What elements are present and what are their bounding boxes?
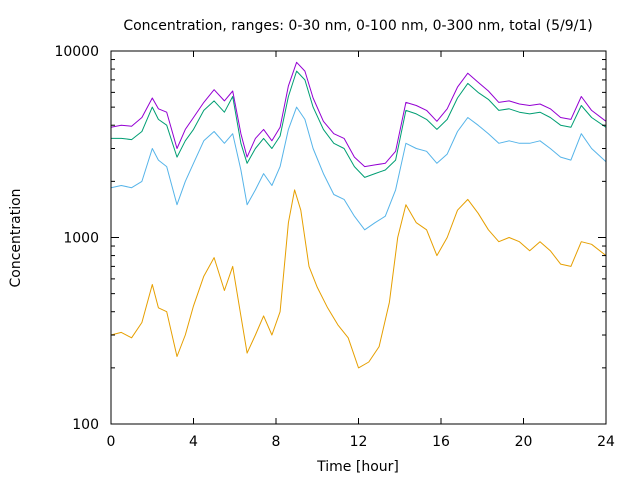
x-tick-label: 16 <box>432 434 450 450</box>
plot-frame <box>110 50 607 425</box>
x-tick-label: 0 <box>107 434 116 450</box>
series-line-1 <box>110 189 607 369</box>
series-line-2 <box>110 106 607 231</box>
series-line-3 <box>111 70 607 178</box>
y-tick-label: 100 <box>72 417 99 433</box>
x-tick-label: 20 <box>515 434 533 450</box>
x-axis-label: Time [hour] <box>316 459 399 475</box>
chart-title: Concentration, ranges: 0-30 nm, 0-100 nm… <box>123 18 592 34</box>
tick-layer: 0 4 8 12 16 20 24 100 1000 10000 <box>54 44 615 450</box>
series-layer <box>110 61 607 369</box>
y-tick-label: 1000 <box>63 231 99 247</box>
x-tick-label: 24 <box>597 434 615 450</box>
y-tick-label: 10000 <box>54 44 99 60</box>
y-axis-label: Concentration <box>8 188 24 287</box>
series-line-4 <box>110 61 607 168</box>
x-tick-label: 4 <box>189 434 198 450</box>
x-tick-label: 8 <box>272 434 281 450</box>
x-tick-label: 12 <box>350 434 368 450</box>
